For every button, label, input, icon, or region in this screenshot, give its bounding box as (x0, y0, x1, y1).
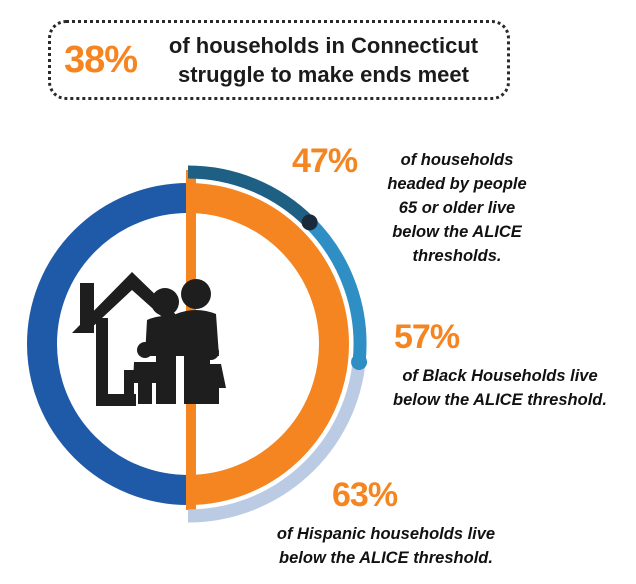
outer-ring (27, 183, 189, 505)
stat-hispanic-line: of Hispanic households live (276, 525, 496, 543)
marker-65-older (301, 214, 318, 231)
headline-box: 38% of households in Connecticut struggl… (48, 20, 510, 100)
stat-black-line: of Black Households live (402, 367, 598, 385)
stat-65-older-text: of households headed by people 65 or old… (374, 148, 540, 268)
stat-65-older-line: of households (400, 151, 514, 169)
inner-ring (187, 183, 349, 505)
stat-65-older-line: 65 or older live (398, 199, 516, 217)
marker-black-households (351, 353, 368, 370)
arc-hispanic-households (187, 361, 366, 523)
stat-65-older-percent: 47% (292, 142, 358, 180)
stat-65-older-line: thresholds. (412, 247, 502, 265)
headline-text: of households in Connecticut struggle to… (151, 31, 496, 89)
stat-black-text: of Black Households live below the ALICE… (380, 364, 620, 412)
stat-hispanic-text: of Hispanic households live below the AL… (262, 522, 510, 570)
stat-hispanic-line: below the ALICE threshold. (279, 549, 493, 567)
headline-percent: 38% (64, 39, 138, 81)
arc-black-households (304, 217, 367, 363)
stat-65-older-line: headed by people (387, 175, 527, 193)
stat-hispanic-percent: 63% (332, 476, 398, 514)
headline-line-2: struggle to make ends meet (178, 62, 469, 87)
stat-black-line: below the ALICE threshold. (393, 391, 607, 409)
arc-65-older (187, 165, 315, 228)
family-icon (133, 279, 226, 404)
stat-65-older-line: below the ALICE (392, 223, 522, 241)
stat-black-percent: 57% (394, 318, 460, 356)
headline-line-1: of households in Connecticut (168, 33, 479, 58)
